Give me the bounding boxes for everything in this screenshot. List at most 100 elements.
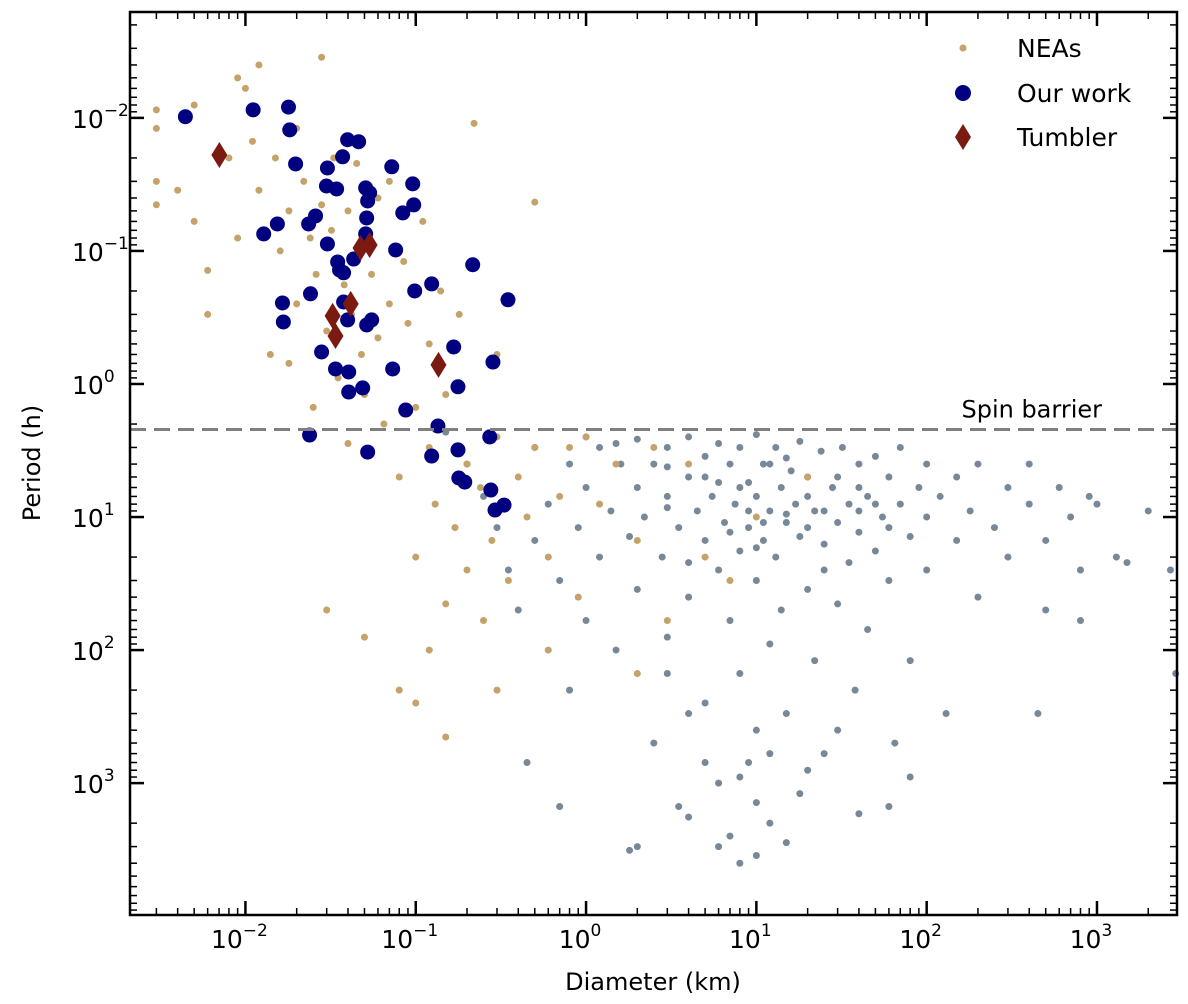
data-point	[759, 519, 767, 527]
data-point	[152, 106, 160, 114]
data-point	[726, 617, 734, 625]
data-point	[766, 507, 774, 515]
data-point	[190, 101, 198, 109]
data-point	[736, 670, 744, 678]
data-point	[450, 442, 466, 458]
data-point	[335, 149, 351, 165]
data-point	[752, 492, 760, 500]
data-point	[275, 314, 291, 330]
data-point	[1093, 500, 1101, 508]
data-point	[308, 208, 324, 224]
data-point	[759, 460, 767, 468]
data-point	[974, 460, 982, 468]
data-point	[425, 340, 433, 348]
data-point	[633, 843, 641, 851]
data-point	[936, 492, 944, 500]
data-point	[288, 156, 304, 172]
data-point	[190, 217, 198, 225]
data-point	[285, 207, 293, 215]
data-point	[465, 257, 481, 273]
data-point	[566, 443, 574, 451]
data-point	[715, 843, 723, 851]
data-point	[504, 577, 512, 585]
data-point	[650, 739, 658, 747]
data-point	[485, 354, 501, 370]
tumbler-point	[324, 302, 341, 329]
data-point	[855, 810, 863, 818]
data-point	[715, 566, 723, 574]
series-tumbler	[211, 141, 447, 378]
data-point	[685, 433, 693, 441]
data-point	[566, 686, 574, 694]
data-point	[650, 460, 658, 468]
data-point	[612, 460, 620, 468]
data-point	[820, 566, 828, 574]
legend-label-our-work: Our work	[1017, 79, 1132, 108]
data-point	[721, 519, 729, 527]
data-point	[457, 474, 473, 490]
series-background-asteroids	[442, 428, 1180, 867]
data-point	[804, 524, 812, 532]
data-point	[990, 524, 998, 532]
data-point	[480, 617, 488, 625]
data-point	[685, 593, 693, 601]
data-point	[796, 532, 804, 540]
data-point	[514, 473, 522, 481]
data-point	[271, 154, 279, 162]
data-point	[1042, 536, 1050, 544]
data-point	[544, 553, 552, 561]
data-point	[772, 553, 780, 561]
data-point	[896, 443, 904, 451]
data-point	[685, 460, 693, 468]
data-point	[745, 524, 753, 532]
data-point	[476, 484, 484, 492]
data-point	[1166, 566, 1174, 574]
data-point	[266, 350, 274, 358]
data-point	[406, 197, 422, 213]
data-point	[353, 159, 361, 167]
data-point	[544, 646, 552, 654]
data-point	[357, 350, 365, 358]
data-point	[766, 819, 774, 827]
data-point	[351, 134, 367, 150]
data-point	[663, 504, 671, 512]
data-point	[675, 524, 683, 532]
data-point	[174, 186, 182, 194]
data-point	[701, 699, 709, 707]
data-point	[463, 566, 471, 574]
data-point	[726, 577, 734, 585]
data-point	[685, 710, 693, 718]
data-point	[658, 553, 666, 561]
data-point	[1034, 710, 1042, 718]
x-axis-label: Diameter (km)	[565, 968, 741, 996]
data-point	[341, 364, 357, 380]
data-point	[1112, 553, 1120, 561]
y-tick-label: 102	[72, 633, 115, 666]
data-point	[772, 443, 780, 451]
data-point	[412, 699, 420, 707]
x-tick-exponent: 1	[761, 921, 772, 941]
data-point	[314, 344, 330, 360]
data-point	[834, 600, 842, 608]
data-point	[885, 803, 893, 811]
data-point	[234, 74, 242, 82]
data-point	[782, 510, 790, 518]
data-point	[400, 257, 408, 265]
data-point	[225, 154, 233, 162]
data-point	[782, 839, 790, 847]
data-point	[323, 327, 331, 335]
data-point	[1025, 460, 1033, 468]
data-point	[1123, 559, 1131, 567]
data-point	[1042, 606, 1050, 614]
data-point	[745, 478, 753, 486]
data-point	[323, 606, 331, 614]
x-tick-label: 101	[729, 921, 772, 954]
data-point	[675, 803, 683, 811]
data-point	[663, 670, 671, 678]
data-point	[685, 473, 693, 481]
y-tick-exponent: −1	[104, 234, 129, 254]
data-point	[328, 361, 344, 377]
data-point	[701, 553, 709, 561]
data-point	[306, 234, 314, 242]
data-point	[327, 226, 335, 234]
